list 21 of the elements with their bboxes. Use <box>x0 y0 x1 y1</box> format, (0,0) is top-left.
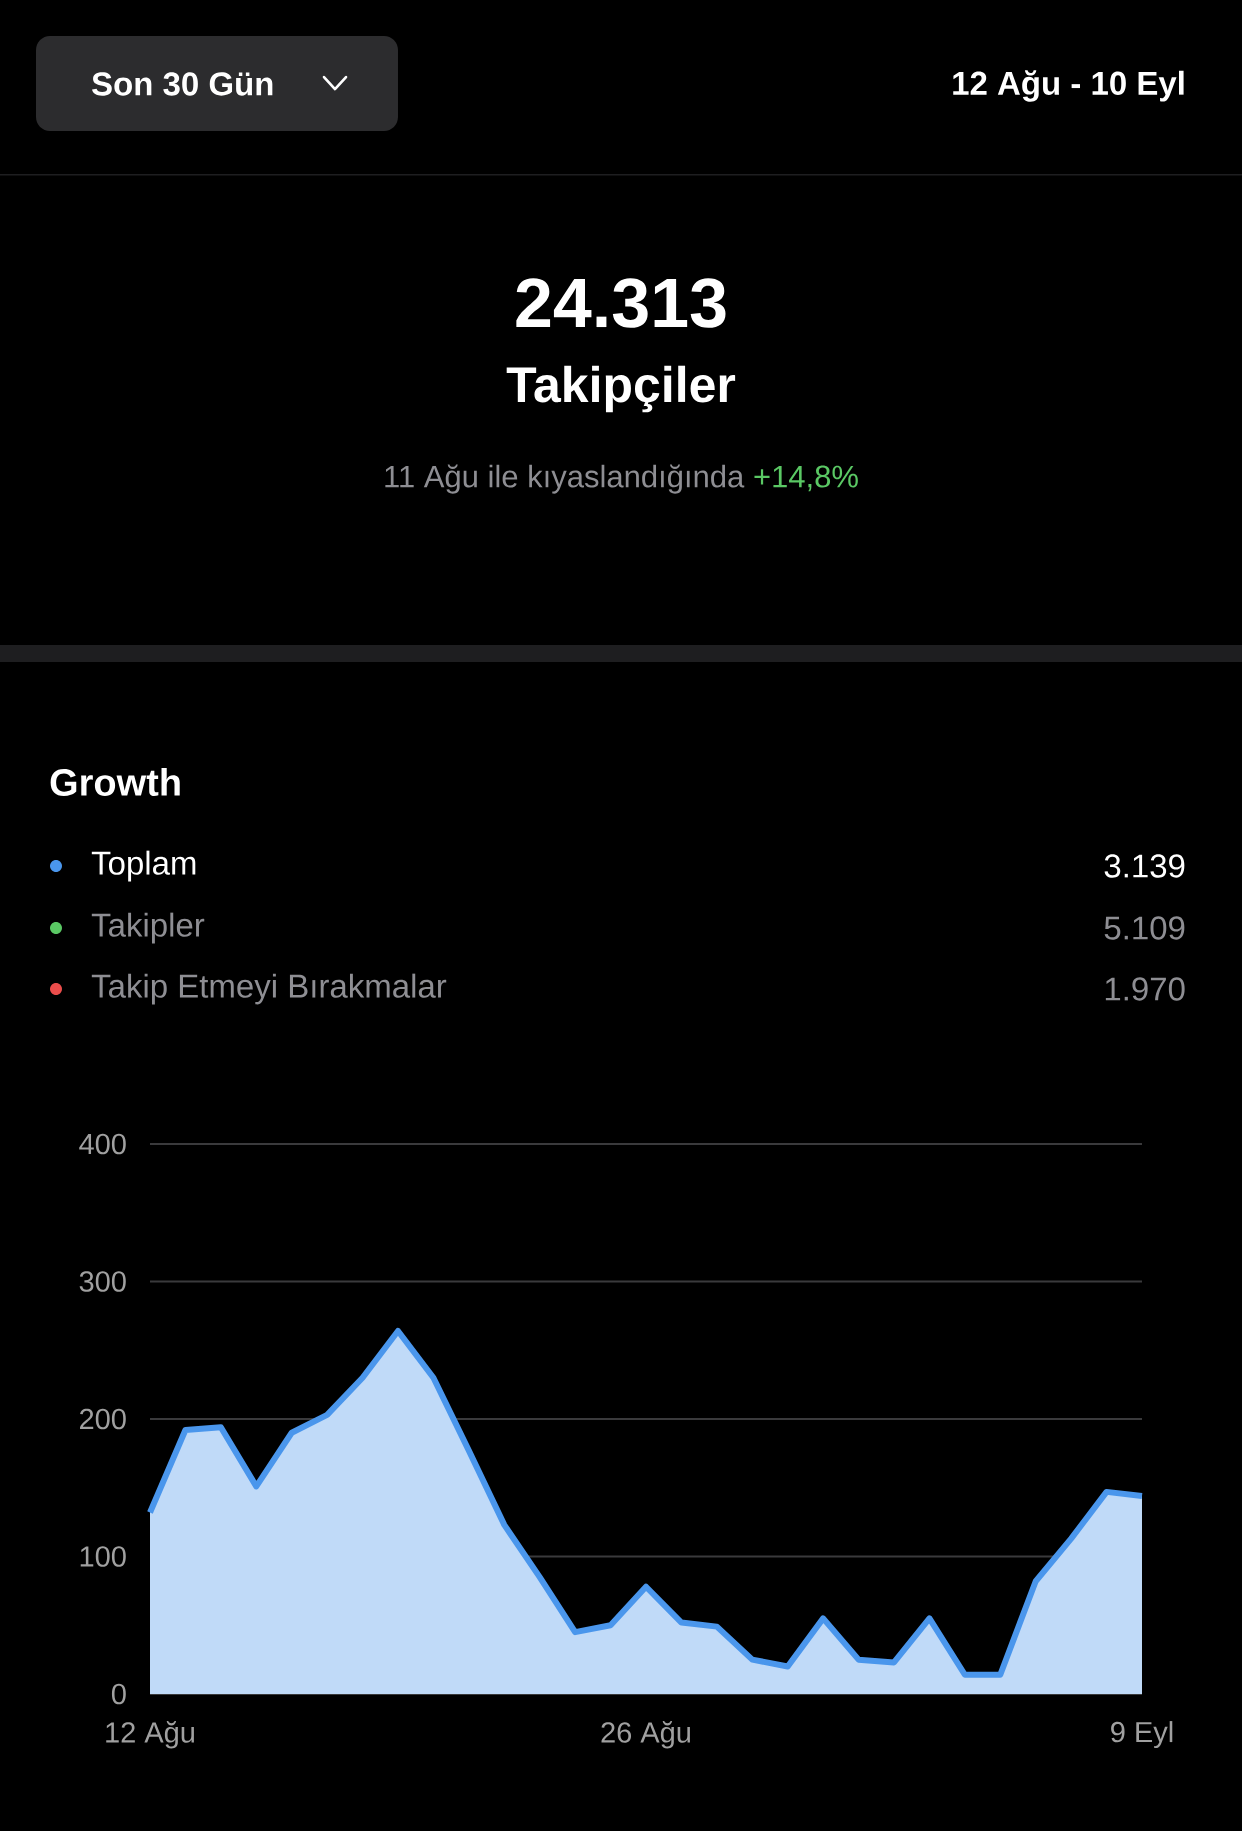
y-tick-label: 300 <box>79 1271 126 1292</box>
text: 1.970 <box>1105 977 1185 1001</box>
text: Takipler <box>91 912 205 944</box>
text: Son 30 Gün <box>92 72 273 96</box>
text: +14,8% <box>754 465 858 492</box>
text: Takip Etmeyi Bırakmalar <box>91 973 447 1005</box>
x-tick-label: 26 Ağu <box>601 1721 690 1749</box>
text: Takipçiler <box>506 365 736 413</box>
text: 3.139 <box>1104 854 1185 878</box>
y-tick-label: 400 <box>79 1133 126 1155</box>
y-tick-label: 200 <box>80 1408 126 1430</box>
text: 24.313 <box>516 278 726 328</box>
y-tick-label: 100 <box>80 1546 126 1567</box>
x-tick-label: 12 Ağu <box>106 1721 194 1749</box>
text: 12 Ağu - 10 Eyl <box>953 70 1184 102</box>
text: 5.109 <box>1104 916 1185 940</box>
text: 11 Ağu ile kıyaslandığında <box>385 464 745 494</box>
chart-title: Growth <box>50 768 180 796</box>
y-tick-label: 0 <box>111 1683 126 1705</box>
x-tick-label: 9 Eyl <box>1111 1721 1173 1749</box>
legend-label: Toplam <box>91 850 196 882</box>
